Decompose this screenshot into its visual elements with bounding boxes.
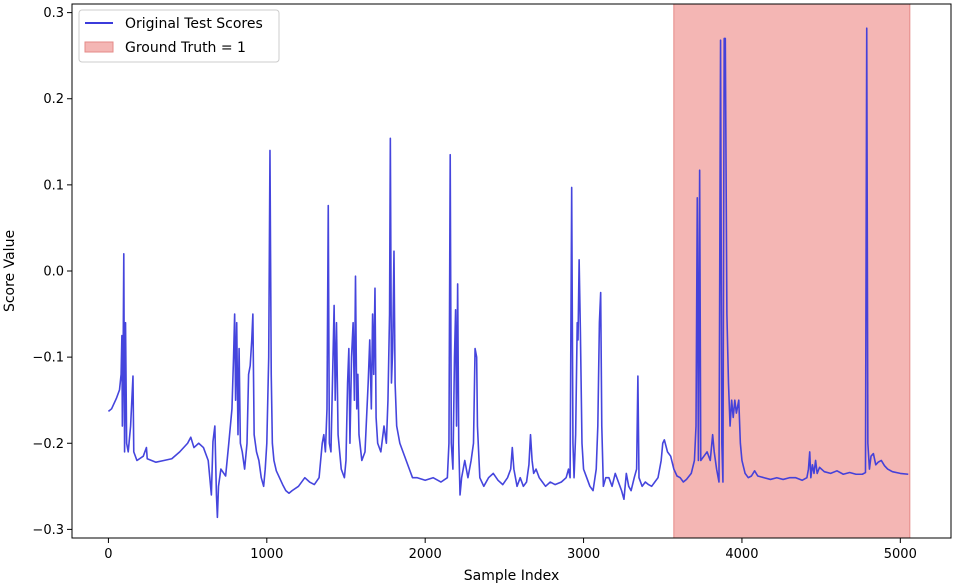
legend-box <box>78 9 280 63</box>
x-axis-ticks: 0 1000 2000 3000 4000 5000 <box>104 538 917 562</box>
y-tick-label-4: 0.1 <box>43 178 64 193</box>
legend-label-0: Original Test Scores <box>125 16 263 32</box>
x-axis-label: Sample Index <box>464 568 559 584</box>
series-line-0 <box>107 27 909 519</box>
y-axis-ticks: −0.3 −0.2 −0.1 0.0 0.1 0.2 0.3 <box>32 6 72 538</box>
y-tick-label-0: −0.3 <box>32 523 64 538</box>
legend-patch-swatch <box>84 41 114 53</box>
legend: Original Test Scores Ground Truth = 1 <box>78 9 280 63</box>
y-tick-label-6: 0.3 <box>43 6 64 21</box>
x-tick-label-2: 2000 <box>409 547 442 562</box>
legend-label-1: Ground Truth = 1 <box>125 40 246 56</box>
x-tick-label-4: 4000 <box>725 547 758 562</box>
y-tick-label-5: 0.2 <box>43 92 64 107</box>
y-axis-label: Score Value <box>2 230 18 312</box>
y-tick-label-3: 0.0 <box>43 265 64 280</box>
y-tick-label-2: −0.1 <box>32 351 64 366</box>
x-tick-label-5: 5000 <box>884 547 917 562</box>
x-tick-label-0: 0 <box>104 547 112 562</box>
x-tick-label-3: 3000 <box>567 547 600 562</box>
x-tick-label-1: 1000 <box>250 547 283 562</box>
series-layer <box>107 27 909 519</box>
y-tick-label-1: −0.2 <box>32 437 64 452</box>
